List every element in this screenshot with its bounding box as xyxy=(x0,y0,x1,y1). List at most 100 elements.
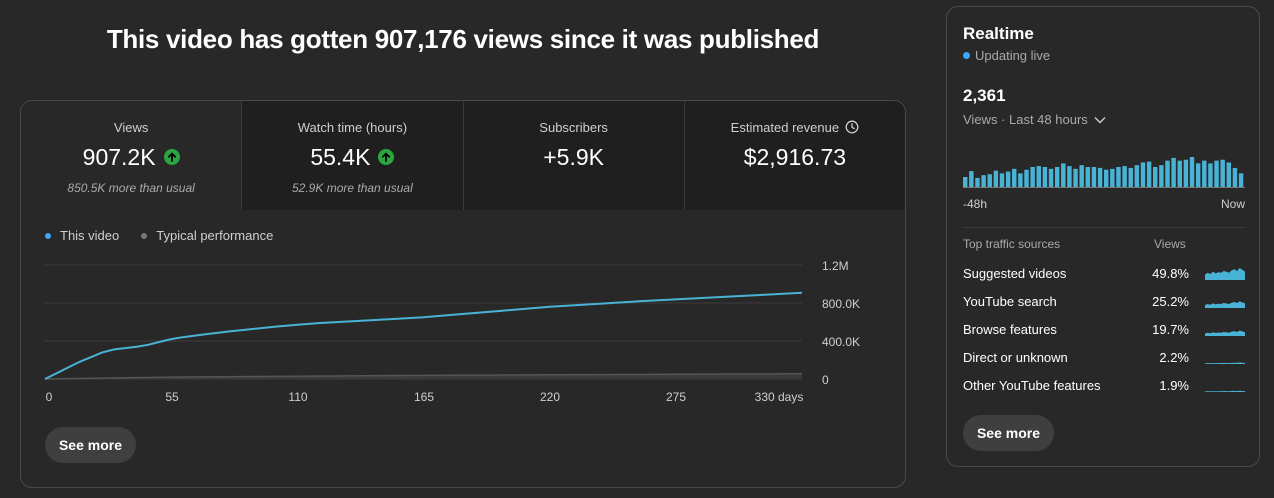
metric-label: Watch time (hours) xyxy=(297,119,408,135)
y-tick-label: 800.0K xyxy=(822,297,860,311)
realtime-bar xyxy=(1171,157,1176,187)
realtime-bar xyxy=(1208,163,1213,187)
metric-label: Views xyxy=(113,119,149,135)
metric-note: 52.9K more than usual xyxy=(292,181,413,195)
source-sparkline xyxy=(1205,301,1245,308)
realtime-bar xyxy=(1140,162,1146,187)
realtime-period-label: Views · Last 48 hours xyxy=(963,112,1088,127)
realtime-period-selector[interactable]: Views · Last 48 hours xyxy=(963,112,1106,127)
traffic-source-row: Direct or unknown 2.2% xyxy=(963,349,1245,377)
traffic-sources-list: Suggested videos 49.8% YouTube search 25… xyxy=(963,265,1245,405)
realtime-title: Realtime xyxy=(963,24,1034,43)
realtime-axis: -48h Now xyxy=(963,197,1245,211)
realtime-bar xyxy=(963,177,968,187)
source-percent: 25.2% xyxy=(1152,294,1189,309)
realtime-bar xyxy=(1128,167,1133,187)
realtime-bar xyxy=(1134,165,1140,187)
metric-value-text: 907.2K xyxy=(82,143,156,170)
traffic-sources-header: Top traffic sources Views xyxy=(963,237,1245,251)
realtime-bar xyxy=(1232,167,1238,187)
source-sparkline xyxy=(1205,330,1245,336)
realtime-bar xyxy=(1091,167,1097,187)
source-percent: 1.9% xyxy=(1159,378,1189,393)
realtime-bar xyxy=(1183,159,1189,187)
metric-tab-revenue[interactable]: Estimated revenue $2,916.73 xyxy=(684,101,905,210)
source-percent: 19.7% xyxy=(1152,322,1189,337)
page-headline: This video has gotten 907,176 views sinc… xyxy=(106,24,820,54)
source-sparkline xyxy=(1205,362,1245,364)
source-percent: 2.2% xyxy=(1159,350,1189,365)
realtime-bar xyxy=(993,170,999,187)
realtime-bar xyxy=(981,175,986,187)
realtime-bar xyxy=(1104,169,1109,187)
views-line-chart[interactable]: 1.2M 800.0K 400.0K 0 0 55 110 165 220 27… xyxy=(21,251,905,411)
sparkline-area xyxy=(1205,301,1245,308)
legend-item-this-video[interactable]: This video xyxy=(45,228,119,243)
x-tick-label: 110 xyxy=(288,390,307,404)
clock-icon xyxy=(845,120,859,134)
realtime-bar xyxy=(1202,160,1207,187)
traffic-source-row: YouTube search 25.2% xyxy=(963,293,1245,321)
metric-value: $2,916.73 xyxy=(685,144,905,170)
realtime-bar xyxy=(1220,159,1225,187)
realtime-bar xyxy=(999,173,1005,187)
x-tick-label: 220 xyxy=(540,390,560,404)
live-status-label: Updating live xyxy=(975,48,1051,63)
metric-tab-views[interactable]: Views 907.2K 850.5K more than usual xyxy=(21,101,243,210)
traffic-sources-title: Top traffic sources xyxy=(963,237,1061,251)
series-line-typical xyxy=(44,372,803,380)
realtime-bar-chart[interactable] xyxy=(963,155,1245,195)
metric-tab-subscribers[interactable]: Subscribers +5.9K xyxy=(463,101,685,210)
realtime-bar xyxy=(1024,169,1029,187)
chevron-down-icon xyxy=(1094,116,1106,123)
realtime-bar xyxy=(1042,167,1048,187)
y-tick-label: 400.0K xyxy=(822,335,860,349)
see-more-button[interactable]: See more xyxy=(45,427,136,463)
y-tick-label: 0 xyxy=(822,373,829,387)
realtime-bar xyxy=(1018,173,1023,187)
sparkline-area xyxy=(1205,330,1245,336)
realtime-bar xyxy=(1012,168,1017,187)
x-tick-label: 330 days xyxy=(755,390,804,404)
realtime-bar xyxy=(1189,157,1195,187)
realtime-bar xyxy=(1061,163,1066,187)
source-name: Browse features xyxy=(963,322,1057,337)
arrow-up-circle-icon xyxy=(163,149,180,165)
realtime-card: Realtime Updating live 2,361 Views · Las… xyxy=(946,6,1260,467)
metric-tab-watch-time[interactable]: Watch time (hours) 55.4K 52.9K more than… xyxy=(242,101,464,210)
realtime-bar xyxy=(1238,173,1244,187)
traffic-source-row: Browse features 19.7% xyxy=(963,321,1245,349)
realtime-bar xyxy=(1177,160,1182,187)
legend-label: This video xyxy=(60,228,120,243)
realtime-bar xyxy=(1153,167,1158,187)
realtime-see-more-button[interactable]: See more xyxy=(963,415,1054,451)
x-tick-label: 0 xyxy=(46,390,53,404)
metric-value: 907.2K xyxy=(21,144,241,170)
realtime-bar xyxy=(1195,163,1201,187)
legend-item-typical[interactable]: Typical performance xyxy=(141,228,273,243)
live-dot-icon xyxy=(963,52,970,59)
realtime-bar xyxy=(1067,166,1072,187)
source-name: YouTube search xyxy=(963,294,1057,309)
traffic-source-row: Suggested videos 49.8% xyxy=(963,265,1245,293)
axis-label-end: Now xyxy=(1220,197,1245,211)
realtime-bar xyxy=(1159,165,1164,187)
realtime-bar xyxy=(1110,168,1115,187)
metric-value-text: 55.4K xyxy=(310,143,371,170)
realtime-bar xyxy=(1146,161,1152,187)
source-name: Suggested videos xyxy=(963,266,1067,281)
axis-label-start: -48h xyxy=(963,197,988,211)
metric-label-text: Estimated revenue xyxy=(730,119,840,135)
realtime-bar xyxy=(1005,171,1011,187)
metric-value: 55.4K xyxy=(242,144,462,170)
realtime-bar xyxy=(1054,167,1060,187)
realtime-bar xyxy=(1079,165,1084,187)
metric-value: +5.9K xyxy=(464,144,684,170)
source-name: Other YouTube features xyxy=(963,378,1101,393)
realtime-bar xyxy=(975,177,980,187)
realtime-bar xyxy=(987,174,992,187)
metric-tabs: Views 907.2K 850.5K more than usual Watc… xyxy=(21,101,905,210)
realtime-bar xyxy=(1036,166,1041,187)
metric-note: 850.5K more than usual xyxy=(67,181,195,195)
metric-label: Subscribers xyxy=(539,119,608,135)
